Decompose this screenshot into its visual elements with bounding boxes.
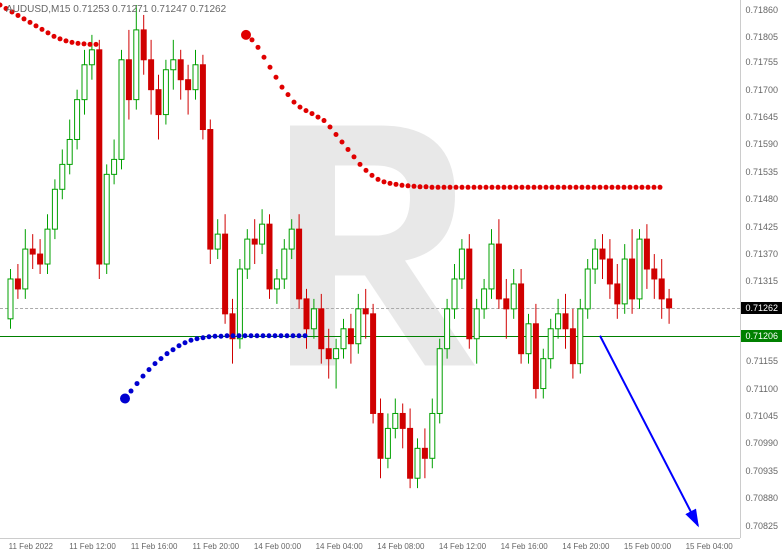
x-tick-label: 14 Feb 12:00	[439, 542, 486, 551]
y-tick-label: 0.71100	[746, 384, 778, 394]
y-tick-label: 0.71480	[745, 194, 778, 204]
y-tick-label: 0.71535	[745, 167, 778, 177]
y-tick-label: 0.70935	[745, 466, 778, 476]
y-tick-label: 0.70825	[745, 521, 778, 531]
y-tick-label: 0.70880	[745, 493, 778, 503]
x-tick-label: 14 Feb 08:00	[377, 542, 424, 551]
x-tick-label: 14 Feb 20:00	[562, 542, 609, 551]
y-tick-label: 0.71155	[746, 356, 778, 366]
x-tick-label: 11 Feb 12:00	[69, 542, 116, 551]
x-tick-label: 15 Feb 00:00	[624, 542, 671, 551]
hline-price-tag: 0.71206	[741, 330, 782, 342]
y-tick-label: 0.71045	[745, 411, 778, 421]
y-tick-label: 0.71370	[745, 249, 778, 259]
y-axis: 0.70825 0.70880 0.70935 0.70990 0.71045 0.711…	[740, 0, 782, 538]
chart-area: AUDUSD,M15 0.71253 0.71271 0.71247 0.712…	[0, 0, 740, 538]
x-tick-label: 14 Feb 16:00	[501, 542, 548, 551]
x-axis: 11 Feb 2022 11 Feb 12:00 11 Feb 16:00 11 Fe…	[0, 538, 740, 553]
x-tick-label: 11 Feb 2022	[9, 542, 53, 551]
y-tick-label: 0.71315	[745, 276, 778, 286]
y-tick-label: 0.71425	[745, 222, 778, 232]
current-price-tag: 0.71262	[741, 302, 782, 314]
y-tick-label: 0.71805	[745, 32, 778, 42]
chart-title: AUDUSD,M15 0.71253 0.71271 0.71247 0.712…	[6, 4, 226, 15]
y-tick-label: 0.71860	[745, 5, 778, 15]
y-tick-label: 0.71755	[745, 57, 778, 67]
x-tick-label: 11 Feb 16:00	[131, 542, 178, 551]
y-tick-label: 0.70990	[745, 438, 778, 448]
y-tick-label: 0.71590	[745, 139, 778, 149]
x-tick-label: 14 Feb 00:00	[254, 542, 301, 551]
x-tick-label: 14 Feb 04:00	[316, 542, 363, 551]
y-tick-label: 0.71700	[745, 85, 778, 95]
y-tick-label: 0.71645	[745, 112, 778, 122]
x-tick-label: 11 Feb 20:00	[193, 542, 240, 551]
x-tick-label: 15 Feb 04:00	[686, 542, 733, 551]
forecast-arrow	[0, 0, 740, 538]
